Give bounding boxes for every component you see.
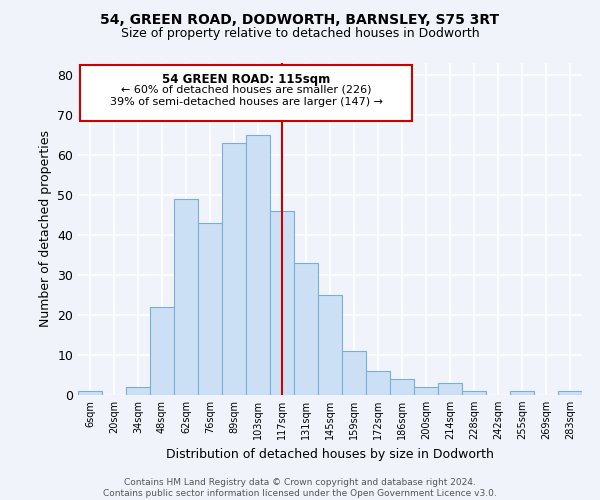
Bar <box>318 295 342 395</box>
Text: Contains HM Land Registry data © Crown copyright and database right 2024.
Contai: Contains HM Land Registry data © Crown c… <box>103 478 497 498</box>
FancyBboxPatch shape <box>80 64 412 120</box>
Bar <box>462 391 486 395</box>
Bar <box>294 263 318 395</box>
Text: Size of property relative to detached houses in Dodworth: Size of property relative to detached ho… <box>121 28 479 40</box>
Bar <box>246 134 270 395</box>
Bar <box>390 379 414 395</box>
Bar <box>270 210 294 395</box>
X-axis label: Distribution of detached houses by size in Dodworth: Distribution of detached houses by size … <box>166 448 494 460</box>
Text: 54, GREEN ROAD, DODWORTH, BARNSLEY, S75 3RT: 54, GREEN ROAD, DODWORTH, BARNSLEY, S75 … <box>100 12 500 26</box>
Bar <box>78 391 102 395</box>
Bar <box>126 387 150 395</box>
Bar <box>510 391 534 395</box>
Bar <box>150 307 174 395</box>
Y-axis label: Number of detached properties: Number of detached properties <box>38 130 52 327</box>
Bar <box>342 351 366 395</box>
Bar <box>198 222 222 395</box>
Text: ← 60% of detached houses are smaller (226): ← 60% of detached houses are smaller (22… <box>121 84 371 94</box>
Bar <box>174 198 198 395</box>
Bar <box>438 383 462 395</box>
Text: 39% of semi-detached houses are larger (147) →: 39% of semi-detached houses are larger (… <box>110 96 383 106</box>
Bar <box>558 391 582 395</box>
Text: 54 GREEN ROAD: 115sqm: 54 GREEN ROAD: 115sqm <box>162 72 330 86</box>
Bar <box>366 371 390 395</box>
Bar <box>222 142 246 395</box>
Bar <box>414 387 438 395</box>
